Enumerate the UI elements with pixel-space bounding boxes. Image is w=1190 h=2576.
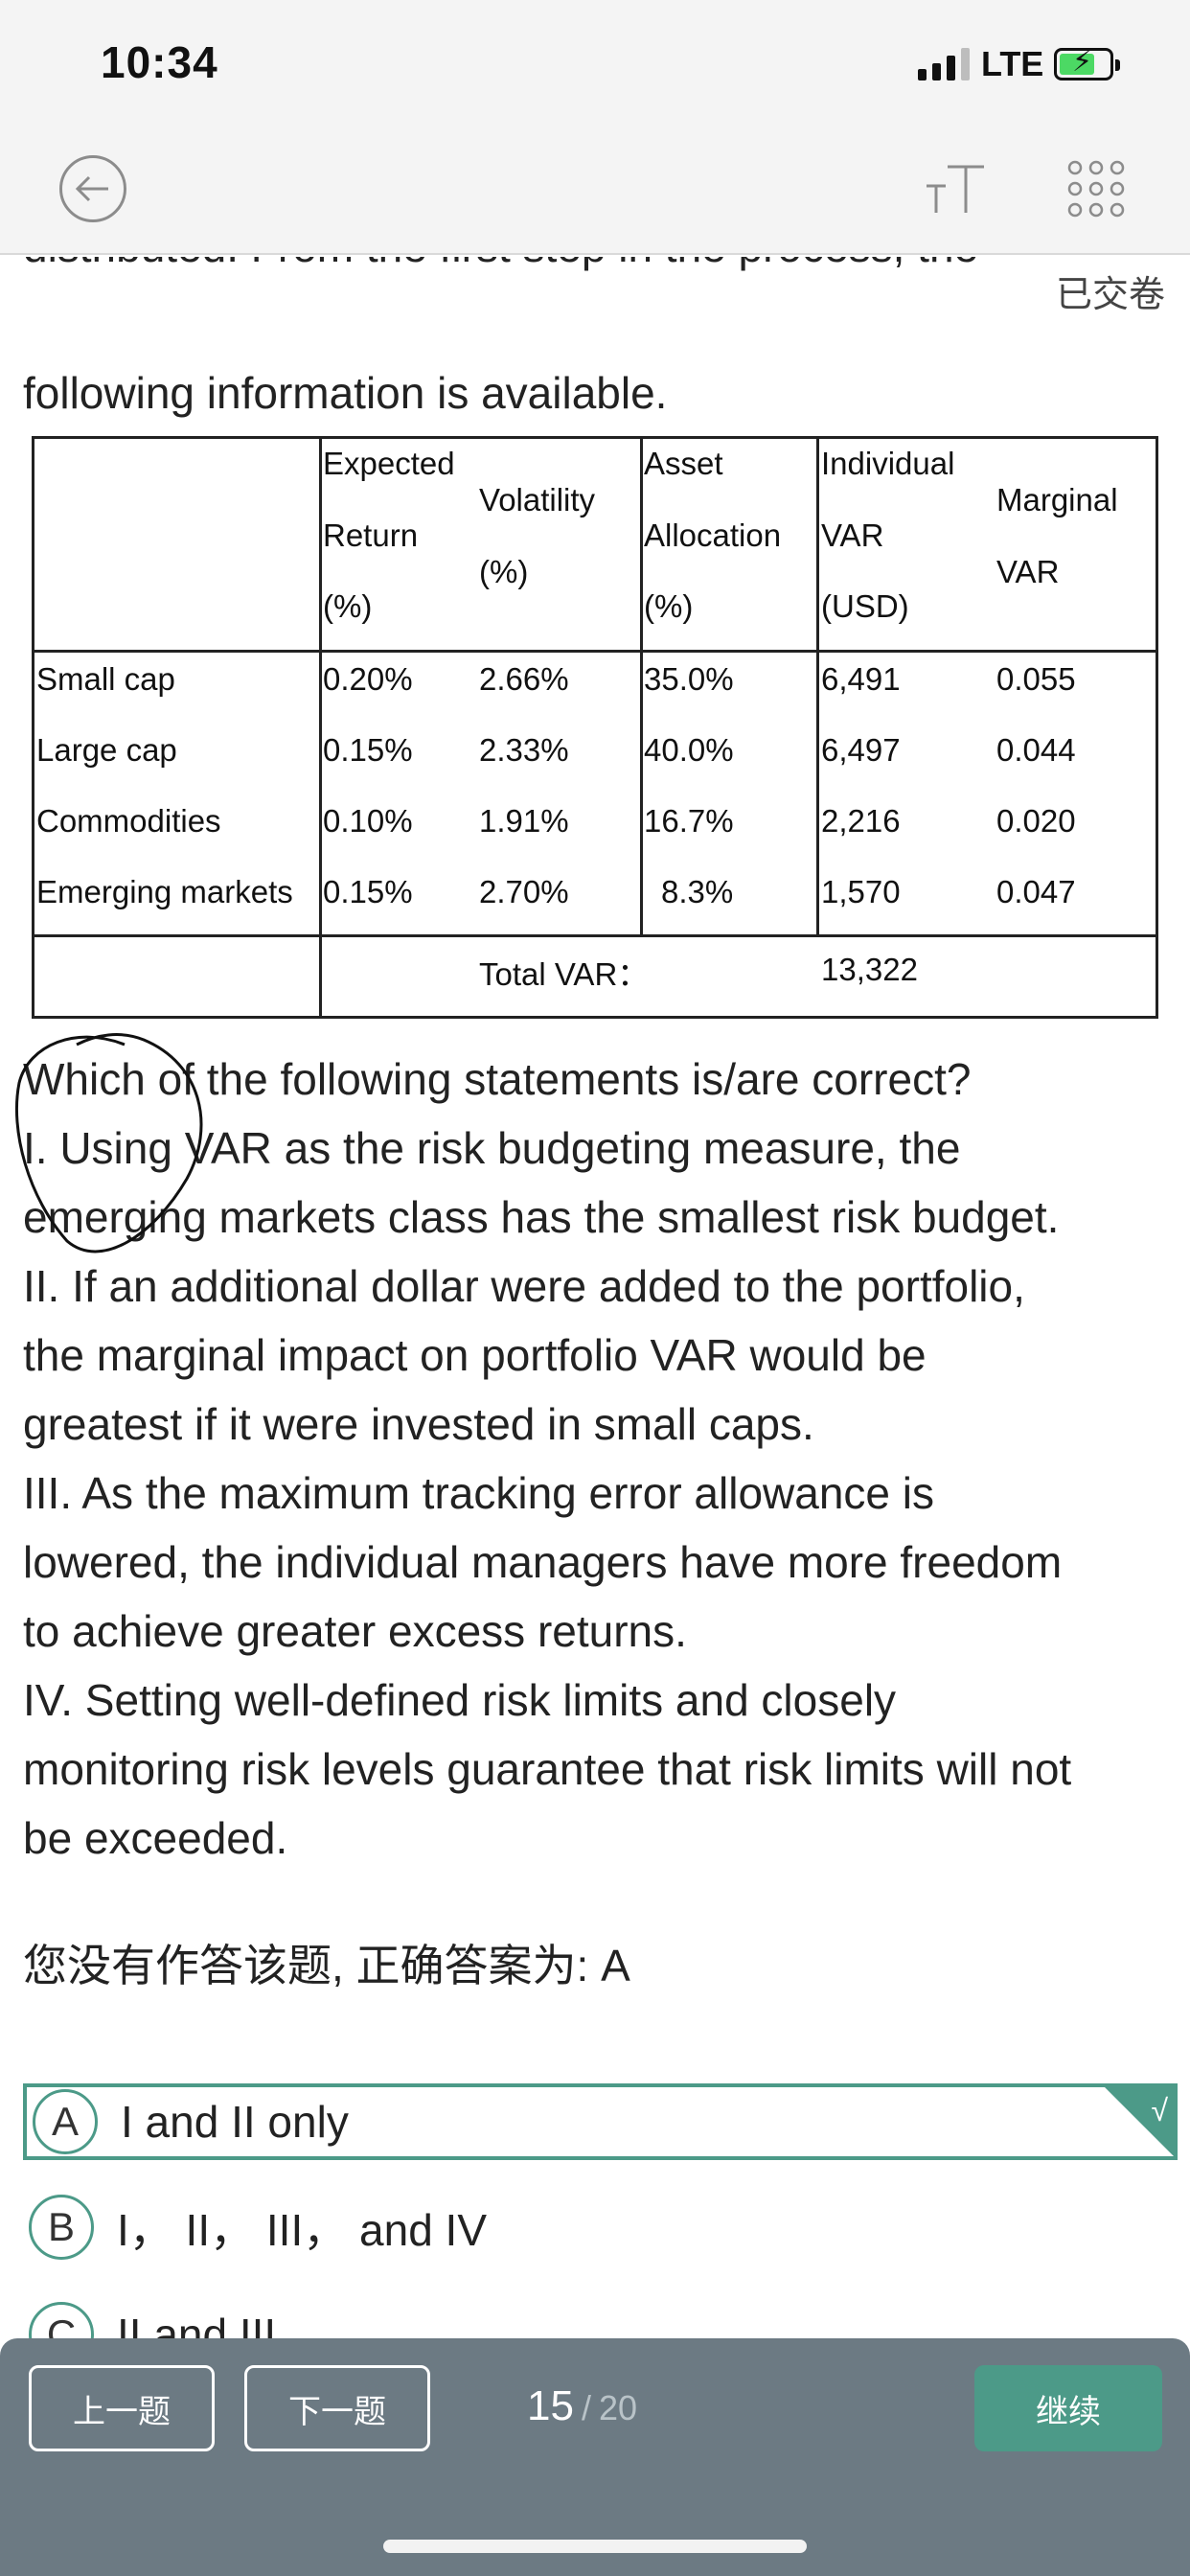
table-col-line [816,436,819,936]
current-page: 15 [527,2382,574,2429]
page-separator: / [581,2388,591,2427]
header-individual-2: VAR [821,518,884,553]
total-var-value: 13,322 [821,952,918,987]
scrolled-text-clip: distributed. From the first step in the … [0,257,1190,314]
top-bar: 10:34 LTE ⚡ [0,0,1190,255]
row-marginal-var: 0.055 [996,661,1076,697]
home-indicator [383,2540,807,2553]
row-name: Emerging markets [36,874,293,909]
option-text: I and II only [121,2097,349,2147]
header-allocation-1: Asset [644,446,723,481]
network-label: LTE [981,44,1044,83]
header-expected-3: (%) [323,588,373,624]
option-a[interactable]: A I and II only √ [23,2083,1178,2160]
intro-line: following information is available. [23,368,668,418]
battery-icon: ⚡ [1054,48,1120,80]
table-col-line [319,436,322,1019]
row-marginal-var: 0.047 [996,874,1076,909]
table-divider [32,934,1158,937]
header-expected-2: Return [323,518,419,553]
table-col-line [319,934,322,1019]
header-individual-1: Individual [821,446,955,481]
correct-corner-icon [1101,2083,1178,2160]
page-indicator: 15/20 [527,2382,637,2430]
question-text: Which of the following statements is/are… [23,1045,1182,1873]
var-table [32,436,1158,1019]
option-c-clip: C II and III [0,2281,1190,2338]
status-time: 10:34 [101,37,218,87]
question-line: greatest if it were invested in small ca… [23,1399,814,1449]
row-allocation: 8.3% [661,874,734,909]
option-letter: B [29,2195,94,2260]
header-volatility-1: Volatility [479,482,596,518]
header-volatility-2: (%) [479,554,529,589]
option-b[interactable]: B I， II， III， and IV [23,2189,1178,2266]
header-expected-1: Expected [323,446,455,481]
option-letter: C [29,2302,94,2338]
question-line: emerging markets class has the smallest … [23,1192,1060,1242]
question-line: the marginal impact on portfolio VAR wou… [23,1330,927,1380]
header-allocation-3: (%) [644,588,694,624]
table-col-line [640,436,643,936]
option-text: I， II， III， and IV [117,2205,488,2255]
row-name: Small cap [36,661,175,697]
continue-button[interactable]: 继续 [974,2365,1162,2451]
signal-icon [918,48,970,80]
row-volatility: 1.91% [479,803,569,839]
row-individual-var: 6,491 [821,661,901,697]
header-individual-3: (USD) [821,588,909,624]
row-name: Commodities [36,803,221,839]
row-return: 0.20% [323,661,413,697]
row-individual-var: 2,216 [821,803,901,839]
back-circle-arrow-icon[interactable] [59,155,126,222]
row-individual-var: 6,497 [821,732,901,768]
question-line: lowered, the individual managers have mo… [23,1537,1063,1587]
answer-note: 您没有作答该题, 正确答案为: A [23,1941,630,1990]
option-letter: A [33,2089,98,2154]
row-individual-var: 1,570 [821,874,901,909]
prev-question-button[interactable]: 上一题 [29,2365,215,2451]
header-marginal-2: VAR [996,554,1060,589]
header-allocation-2: Allocation [644,518,782,553]
submitted-label: 已交卷 [1055,275,1165,315]
row-marginal-var: 0.020 [996,803,1076,839]
next-question-button[interactable]: 下一题 [244,2365,430,2451]
total-pages: 20 [598,2388,638,2427]
row-return: 0.15% [323,732,413,768]
question-line: monitoring risk levels guarantee that ri… [23,1744,1072,1794]
row-return: 0.15% [323,874,413,909]
question-line: be exceeded. [23,1813,288,1863]
question-line: Which of the following statements is/are… [23,1054,972,1104]
question-line: to achieve greater excess returns. [23,1606,687,1656]
row-volatility: 2.33% [479,732,569,768]
row-marginal-var: 0.044 [996,732,1076,768]
row-allocation: 40.0% [644,732,734,768]
row-allocation: 35.0% [644,661,734,697]
check-mark: √ [1151,2093,1168,2128]
question-line: IV. Setting well-defined risk limits and… [23,1675,897,1725]
question-line: II. If an additional dollar were added t… [23,1261,1025,1311]
question-line: I. Using VAR as the risk budgeting measu… [23,1123,961,1173]
header-marginal-1: Marginal [996,482,1118,518]
row-name: Large cap [36,732,177,768]
question-line: III. As the maximum tracking error allow… [23,1468,934,1518]
grid-menu-icon[interactable] [1066,159,1126,218]
option-text: II and III [117,2310,277,2338]
handwritten-circle-annotation [15,1033,203,1254]
row-allocation: 16.7% [644,803,734,839]
text-size-icon[interactable] [925,155,992,222]
row-volatility: 2.66% [479,661,569,697]
table-divider [32,650,1158,653]
row-volatility: 2.70% [479,874,569,909]
row-return: 0.10% [323,803,413,839]
option-c[interactable]: C II and III [23,2296,1178,2338]
total-var-label: Total VAR： [479,956,650,992]
cut-off-line: distributed. From the first step in the … [23,257,978,272]
